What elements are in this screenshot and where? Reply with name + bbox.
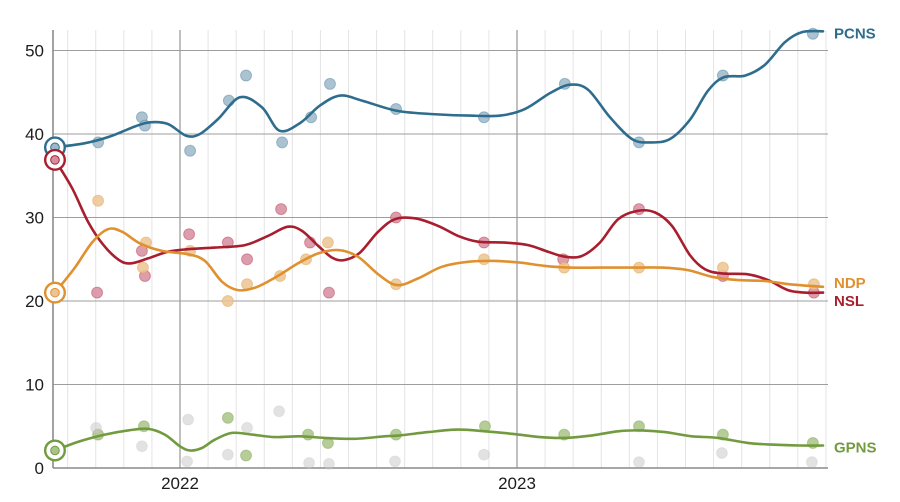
poll-point-ndp: [716, 261, 729, 274]
poll-point-others: [181, 455, 194, 468]
poll-point-ndp: [136, 261, 149, 274]
poll-point-pcns: [323, 77, 336, 90]
series-label-ndp: NDP: [834, 275, 866, 292]
y-axis-label: 50: [25, 41, 44, 60]
poll-point-ndp: [321, 236, 334, 249]
poll-point-others: [241, 421, 254, 434]
poll-point-gpns: [221, 411, 234, 424]
poll-point-others: [135, 440, 148, 453]
y-axis-label: 10: [25, 375, 44, 394]
x-axis-label-2023: 2023: [498, 474, 536, 493]
trend-line-ndp: [53, 227, 825, 294]
poll-point-others: [322, 457, 335, 470]
trend-line-pcns: [53, 29, 825, 149]
poll-point-others: [805, 456, 818, 469]
poll-point-others: [90, 421, 103, 434]
y-axis-label: 0: [35, 459, 44, 478]
poll-point-ndp: [807, 278, 820, 291]
poll-point-others: [273, 405, 286, 418]
y-axis-label: 30: [25, 208, 44, 227]
poll-point-others: [632, 456, 645, 469]
series-label-gpns: GPNS: [834, 440, 877, 457]
poll-point-nsl: [183, 228, 196, 241]
poll-point-ndp: [92, 194, 105, 207]
poll-point-ndp: [221, 295, 234, 307]
x-axis-label-2022: 2022: [161, 474, 199, 493]
trend-line-gpns: [53, 427, 825, 452]
election-marker-dot-ndp: [50, 287, 60, 298]
poll-point-pcns: [240, 69, 253, 82]
poll-point-nsl: [275, 203, 288, 216]
poll-point-pcns: [276, 136, 289, 149]
poll-point-others: [182, 413, 195, 426]
poll-point-others: [221, 448, 234, 461]
poll-point-others: [477, 448, 490, 461]
poll-point-others: [715, 446, 728, 459]
poll-point-pcns: [222, 94, 235, 107]
poll-point-nsl: [241, 253, 254, 266]
y-axis-label: 40: [25, 125, 44, 144]
series-label-pcns: PCNS: [834, 26, 876, 43]
y-axis-label: 20: [25, 292, 44, 311]
poll-point-gpns: [302, 428, 315, 441]
poll-point-others: [389, 455, 402, 468]
election-marker-dot-nsl: [50, 155, 60, 165]
poll-point-gpns: [632, 420, 645, 433]
poll-point-pcns: [184, 144, 197, 157]
poll-point-ndp: [477, 253, 490, 266]
trend-line-nsl: [53, 158, 825, 295]
poll-point-others: [303, 456, 316, 469]
poll-point-nsl: [322, 286, 335, 299]
poll-point-nsl: [91, 286, 104, 299]
election-marker-dot-gpns: [50, 445, 60, 456]
poll-point-gpns: [240, 449, 253, 462]
series-label-nsl: NSL: [834, 293, 864, 310]
